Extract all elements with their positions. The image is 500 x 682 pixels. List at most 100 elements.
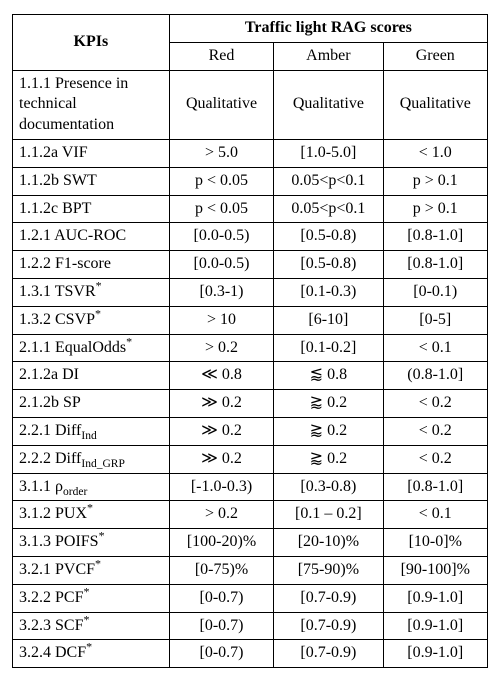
table-row: 3.2.1 PVCF*[0-75)%[75-90)%[90-100]%: [13, 556, 488, 584]
amber-cell: ⪅ 0.8: [274, 362, 383, 390]
table-row: 3.1.2 PUX*> 0.2[0.1 – 0.2]< 0.1: [13, 501, 488, 529]
amber-cell: Qualitative: [274, 70, 383, 139]
table-row: 1.1.2a VIF> 5.0[1.0-5.0]< 1.0: [13, 139, 488, 167]
table-row: 2.2.1 DiffInd≫ 0.2⪆ 0.2< 0.2: [13, 417, 488, 445]
green-cell: Qualitative: [383, 70, 488, 139]
green-cell: < 0.1: [383, 334, 488, 362]
green-cell: p > 0.1: [383, 195, 488, 223]
green-cell: < 0.2: [383, 445, 488, 473]
red-cell: > 10: [169, 306, 274, 334]
amber-cell: ⪆ 0.2: [274, 445, 383, 473]
amber-cell: ⪆ 0.2: [274, 417, 383, 445]
kpi-cell: 3.1.3 POIFS*: [13, 529, 170, 557]
amber-cell: [6-10]: [274, 306, 383, 334]
kpi-cell: 3.1.2 PUX*: [13, 501, 170, 529]
table-row: 2.2.2 DiffInd_GRP≫ 0.2⪆ 0.2< 0.2: [13, 445, 488, 473]
green-cell: [0.9-1.0]: [383, 584, 488, 612]
kpi-cell: 3.2.4 DCF*: [13, 640, 170, 668]
table-row: 1.2.1 AUC-ROC[0.0-0.5)[0.5-0.8)[0.8-1.0]: [13, 223, 488, 251]
table-row: 3.2.4 DCF*[0-0.7)[0.7-0.9)[0.9-1.0]: [13, 640, 488, 668]
col-red: Red: [169, 42, 274, 70]
table-head: KPIs Traffic light RAG scores Red Amber …: [13, 15, 488, 71]
green-cell: [0.9-1.0]: [383, 640, 488, 668]
red-cell: > 5.0: [169, 139, 274, 167]
rag-table: KPIs Traffic light RAG scores Red Amber …: [12, 14, 488, 668]
red-cell: > 0.2: [169, 501, 274, 529]
red-cell: [0.3-1): [169, 278, 274, 306]
red-cell: p < 0.05: [169, 167, 274, 195]
green-cell: [0.9-1.0]: [383, 612, 488, 640]
kpi-cell: 2.1.1 EqualOdds*: [13, 334, 170, 362]
amber-cell: [0.7-0.9): [274, 612, 383, 640]
green-cell: [0.8-1.0]: [383, 251, 488, 279]
kpi-cell: 2.2.2 DiffInd_GRP: [13, 445, 170, 473]
red-cell: [0.0-0.5): [169, 223, 274, 251]
table-body: 1.1.1 Presence in technical documentatio…: [13, 70, 488, 668]
kpi-cell: 1.3.1 TSVR*: [13, 278, 170, 306]
kpi-cell: 1.2.1 AUC-ROC: [13, 223, 170, 251]
table-row: 2.1.2b SP≫ 0.2⪆ 0.2< 0.2: [13, 390, 488, 418]
kpi-cell: 2.1.2a DI: [13, 362, 170, 390]
kpi-cell: 3.2.3 SCF*: [13, 612, 170, 640]
table-row: 1.1.2b SWTp < 0.050.05<p<0.1p > 0.1: [13, 167, 488, 195]
kpi-cell: 1.2.2 F1-score: [13, 251, 170, 279]
green-cell: [0.8-1.0]: [383, 473, 488, 501]
kpi-cell: 3.2.2 PCF*: [13, 584, 170, 612]
table-row: 2.1.2a DI≪ 0.8⪅ 0.8(0.8-1.0]: [13, 362, 488, 390]
amber-cell: [0.5-0.8): [274, 223, 383, 251]
red-cell: Qualitative: [169, 70, 274, 139]
red-cell: ≫ 0.2: [169, 390, 274, 418]
table-row: 1.2.2 F1-score[0.0-0.5)[0.5-0.8)[0.8-1.0…: [13, 251, 488, 279]
green-cell: [0-0.1): [383, 278, 488, 306]
green-cell: < 1.0: [383, 139, 488, 167]
red-cell: p < 0.05: [169, 195, 274, 223]
header-row-1: KPIs Traffic light RAG scores: [13, 15, 488, 43]
amber-cell: [0.1-0.3): [274, 278, 383, 306]
table-row: 2.1.1 EqualOdds*> 0.2[0.1-0.2]< 0.1: [13, 334, 488, 362]
amber-cell: [20-10)%: [274, 529, 383, 557]
kpi-cell: 1.1.1 Presence in technical documentatio…: [13, 70, 170, 139]
kpi-cell: 3.1.1 ρorder: [13, 473, 170, 501]
red-cell: > 0.2: [169, 334, 274, 362]
amber-cell: ⪆ 0.2: [274, 390, 383, 418]
table-row: 3.1.1 ρorder[-1.0-0.3)[0.3-0.8)[0.8-1.0]: [13, 473, 488, 501]
amber-cell: [1.0-5.0]: [274, 139, 383, 167]
kpi-cell: 1.1.2b SWT: [13, 167, 170, 195]
red-cell: [-1.0-0.3): [169, 473, 274, 501]
table-row: 3.2.3 SCF*[0-0.7)[0.7-0.9)[0.9-1.0]: [13, 612, 488, 640]
kpi-cell: 2.1.2b SP: [13, 390, 170, 418]
red-cell: [100-20)%: [169, 529, 274, 557]
kpi-header: KPIs: [13, 15, 170, 71]
table-row: 3.1.3 POIFS*[100-20)%[20-10)%[10-0]%: [13, 529, 488, 557]
amber-cell: [0.7-0.9): [274, 640, 383, 668]
col-green: Green: [383, 42, 488, 70]
amber-cell: [0.5-0.8): [274, 251, 383, 279]
green-cell: (0.8-1.0]: [383, 362, 488, 390]
amber-cell: 0.05<p<0.1: [274, 167, 383, 195]
kpi-cell: 2.2.1 DiffInd: [13, 417, 170, 445]
amber-cell: [0.1-0.2]: [274, 334, 383, 362]
kpi-cell: 1.3.2 CSVP*: [13, 306, 170, 334]
red-cell: ≪ 0.8: [169, 362, 274, 390]
col-amber: Amber: [274, 42, 383, 70]
amber-cell: [75-90)%: [274, 556, 383, 584]
red-cell: [0-0.7): [169, 612, 274, 640]
red-cell: ≫ 0.2: [169, 445, 274, 473]
table-row: 1.3.2 CSVP*> 10[6-10][0-5]: [13, 306, 488, 334]
red-cell: ≫ 0.2: [169, 417, 274, 445]
red-cell: [0-0.7): [169, 584, 274, 612]
green-cell: [0-5]: [383, 306, 488, 334]
green-cell: [0.8-1.0]: [383, 223, 488, 251]
amber-cell: [0.1 – 0.2]: [274, 501, 383, 529]
table-row: 3.2.2 PCF*[0-0.7)[0.7-0.9)[0.9-1.0]: [13, 584, 488, 612]
kpi-cell: 3.2.1 PVCF*: [13, 556, 170, 584]
red-cell: [0-75)%: [169, 556, 274, 584]
green-cell: p > 0.1: [383, 167, 488, 195]
kpi-cell: 1.1.2c BPT: [13, 195, 170, 223]
amber-cell: [0.3-0.8): [274, 473, 383, 501]
kpi-cell: 1.1.2a VIF: [13, 139, 170, 167]
green-cell: < 0.1: [383, 501, 488, 529]
rag-header: Traffic light RAG scores: [169, 15, 487, 43]
red-cell: [0.0-0.5): [169, 251, 274, 279]
green-cell: [90-100]%: [383, 556, 488, 584]
